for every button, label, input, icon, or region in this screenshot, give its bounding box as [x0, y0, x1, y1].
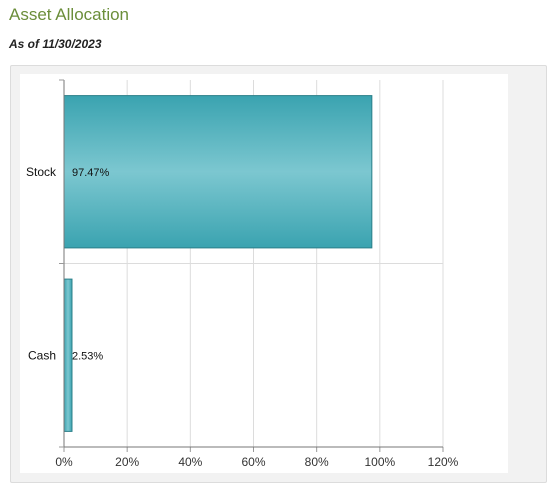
x-tick-label: 40%	[178, 455, 202, 469]
bar-cash[interactable]	[63, 278, 73, 432]
x-tick-label: 100%	[364, 455, 395, 469]
y-category-label: Cash	[28, 348, 56, 362]
chart-title: Asset Allocation	[9, 5, 130, 24]
x-tick-label: 80%	[305, 455, 329, 469]
x-tick-label: 0%	[55, 455, 73, 469]
y-category-label: Stock	[26, 165, 57, 179]
x-tick-label: 120%	[428, 455, 459, 469]
data-label-stock: 97.47%	[72, 167, 110, 179]
as-of-date: As of 11/30/2023	[9, 37, 102, 51]
bar-stock[interactable]	[63, 95, 373, 249]
x-tick-label: 20%	[115, 455, 139, 469]
data-label-cash: 2.53%	[72, 350, 103, 362]
x-tick-label: 60%	[241, 455, 265, 469]
